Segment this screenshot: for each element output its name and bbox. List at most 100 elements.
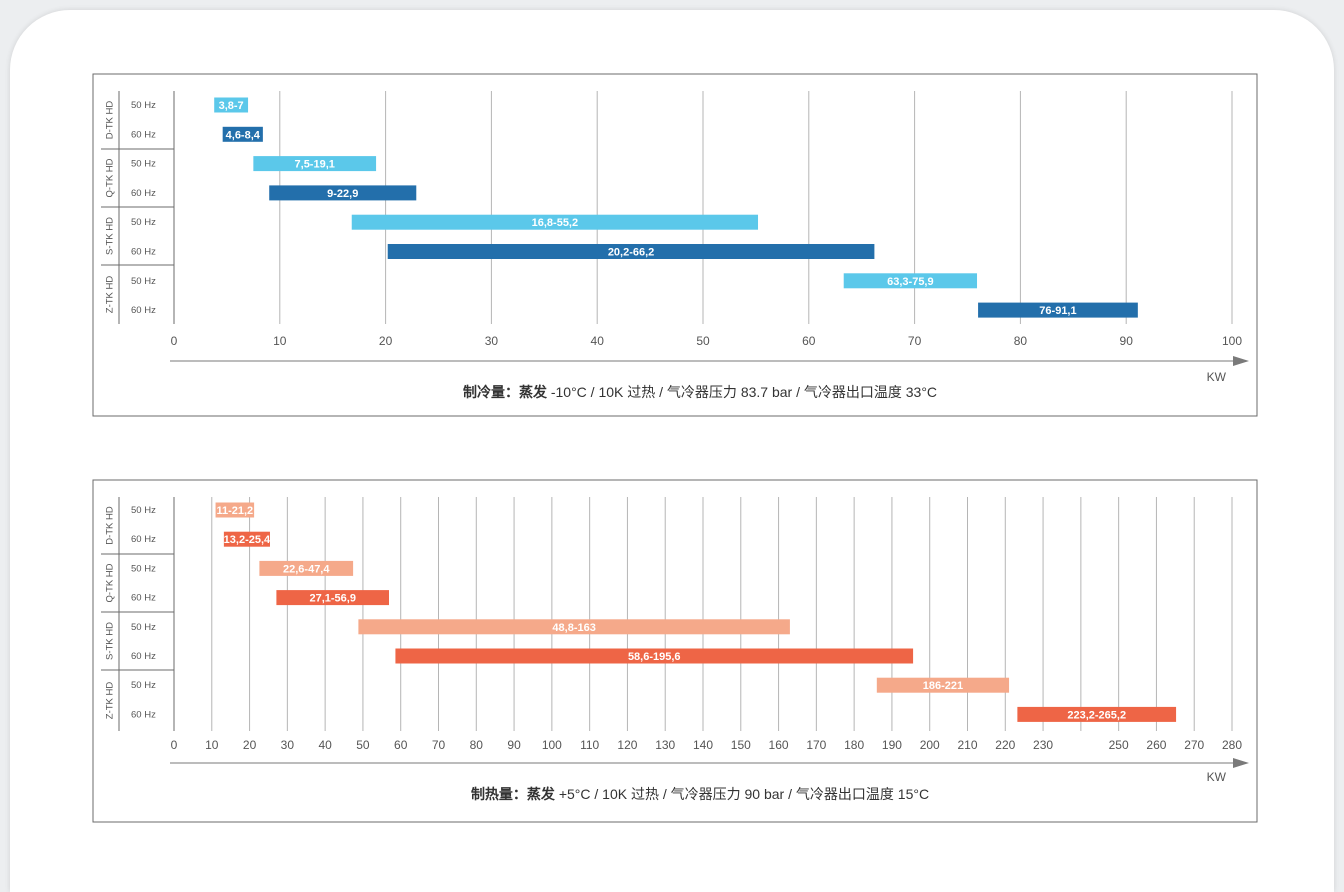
x-tick-label: 60 xyxy=(802,334,816,348)
range-bar-label: 76-91,1 xyxy=(1039,305,1076,317)
range-bar-label: 16,8-55,2 xyxy=(532,217,578,229)
x-tick-label: 270 xyxy=(1184,738,1204,752)
x-tick-label: 70 xyxy=(908,334,922,348)
chart-frame xyxy=(92,479,1258,823)
range-bar-label: 186-221 xyxy=(923,680,963,692)
x-tick-label: 170 xyxy=(806,738,826,752)
range-bar-label: 13,2-25,4 xyxy=(224,534,271,546)
range-bar xyxy=(253,156,377,172)
frequency-label: 60 Hz xyxy=(131,534,156,545)
range-bar xyxy=(222,126,263,142)
caption-bold: 制热量：蒸发 xyxy=(471,786,556,802)
range-bar-label: 3,8-7 xyxy=(219,100,244,112)
x-tick-label: 20 xyxy=(379,334,393,348)
x-tick-label: 90 xyxy=(1120,334,1134,348)
x-tick-label: 0 xyxy=(171,738,178,752)
group-label: Z-TK HD xyxy=(105,276,116,314)
chart-caption: 制冷量：蒸发 -10°C / 10K 过热 / 气冷器压力 83.7 bar /… xyxy=(463,384,937,400)
caption-rest: -10°C / 10K 过热 / 气冷器压力 83.7 bar / 气冷器出口温… xyxy=(547,384,937,400)
cooling-capacity-chart: D-TK HD Q-TK HD S-TK HD Z-TK HD 50 Hz 3,8-7 60… xyxy=(92,73,1258,417)
x-tick-label: 120 xyxy=(617,738,637,752)
range-bar-label: 11-21,2 xyxy=(216,505,253,517)
x-tick-label: 220 xyxy=(995,738,1015,752)
x-tick-label: 10 xyxy=(205,738,219,752)
x-tick-label: 110 xyxy=(580,738,599,752)
group-label: S-TK HD xyxy=(105,622,116,660)
range-bar-label: 223,2-265,2 xyxy=(1067,709,1126,721)
range-bar-label: 4,6-8,4 xyxy=(226,129,261,141)
frequency-label: 60 Hz xyxy=(131,247,156,258)
x-tick-label: 30 xyxy=(485,334,499,348)
range-bar xyxy=(1017,706,1177,722)
x-tick-label: 210 xyxy=(957,738,977,752)
frequency-label: 50 Hz xyxy=(131,505,156,516)
frequency-label: 50 Hz xyxy=(131,217,156,228)
x-tick-label: 90 xyxy=(507,738,521,752)
x-unit-label: KW xyxy=(1207,770,1227,784)
range-bar xyxy=(259,560,354,576)
caption-rest: +5°C / 10K 过热 / 气冷器压力 90 bar / 气冷器出口温度 1… xyxy=(555,786,929,802)
group-label: D-TK HD xyxy=(105,101,116,140)
range-bar xyxy=(276,590,390,606)
range-bar-label: 58,6-195,6 xyxy=(628,651,681,663)
range-bar xyxy=(215,502,255,518)
group-label: Q-TK HD xyxy=(105,563,116,602)
x-tick-label: 80 xyxy=(470,738,484,752)
range-bar xyxy=(358,619,790,635)
frequency-label: 60 Hz xyxy=(131,593,156,604)
x-tick-label: 40 xyxy=(318,738,332,752)
x-axis-arrow-icon xyxy=(1233,758,1249,768)
x-tick-label: 40 xyxy=(591,334,605,348)
x-tick-label: 150 xyxy=(731,738,751,752)
range-bar xyxy=(978,302,1138,318)
range-bar-label: 48,8-163 xyxy=(552,622,595,634)
range-bar xyxy=(351,214,759,230)
range-bar xyxy=(395,648,914,664)
range-bar-label: 20,2-66,2 xyxy=(608,247,654,259)
group-label: Q-TK HD xyxy=(105,158,116,197)
range-bar-label: 22,6-47,4 xyxy=(283,563,330,575)
x-tick-label: 20 xyxy=(243,738,257,752)
x-tick-label: 80 xyxy=(1014,334,1028,348)
x-tick-label: 50 xyxy=(696,334,710,348)
x-tick-label: 180 xyxy=(844,738,864,752)
charts-canvas: D-TK HD Q-TK HD S-TK HD Z-TK HD 50 Hz 3,8-7 60… xyxy=(92,73,1258,823)
x-tick-label: 60 xyxy=(394,738,408,752)
x-unit-label: KW xyxy=(1207,370,1227,384)
x-tick-label: 10 xyxy=(273,334,287,348)
x-tick-label: 280 xyxy=(1222,738,1242,752)
content-card: D-TK HD Q-TK HD S-TK HD Z-TK HD 50 Hz 3,8-7 60… xyxy=(10,10,1334,892)
range-bar xyxy=(214,97,249,113)
x-tick-label: 250 xyxy=(1109,738,1129,752)
x-tick-label: 190 xyxy=(882,738,902,752)
frequency-label: 60 Hz xyxy=(131,651,156,662)
frequency-label: 50 Hz xyxy=(131,100,156,111)
x-tick-label: 0 xyxy=(171,334,178,348)
frequency-label: 60 Hz xyxy=(131,188,156,199)
chart-caption: 制热量：蒸发 +5°C / 10K 过热 / 气冷器压力 90 bar / 气冷… xyxy=(471,786,929,802)
x-tick-label: 140 xyxy=(693,738,713,752)
x-tick-label: 100 xyxy=(1222,334,1242,348)
group-label: S-TK HD xyxy=(105,217,116,255)
range-bar xyxy=(223,531,270,547)
group-label: D-TK HD xyxy=(105,506,116,545)
x-tick-label: 30 xyxy=(281,738,295,752)
x-tick-label: 100 xyxy=(542,738,562,752)
frequency-label: 50 Hz xyxy=(131,622,156,633)
range-bar xyxy=(843,273,978,289)
x-tick-label: 230 xyxy=(1033,738,1053,752)
range-bar xyxy=(269,185,417,201)
chart-frame xyxy=(92,73,1258,417)
x-tick-label: 200 xyxy=(920,738,940,752)
x-tick-label: 70 xyxy=(432,738,446,752)
frequency-label: 60 Hz xyxy=(131,305,156,316)
caption-bold: 制冷量：蒸发 xyxy=(463,384,548,400)
x-tick-label: 260 xyxy=(1146,738,1166,752)
frequency-label: 50 Hz xyxy=(131,563,156,574)
range-bar-label: 27,1-56,9 xyxy=(309,593,355,605)
frequency-label: 50 Hz xyxy=(131,276,156,287)
frequency-label: 50 Hz xyxy=(131,680,156,691)
x-axis-arrow-icon xyxy=(1233,356,1249,366)
range-bar xyxy=(387,244,875,259)
heating-capacity-chart: D-TK HD Q-TK HD S-TK HD Z-TK HD 50 Hz 11-21,2… xyxy=(92,479,1258,823)
